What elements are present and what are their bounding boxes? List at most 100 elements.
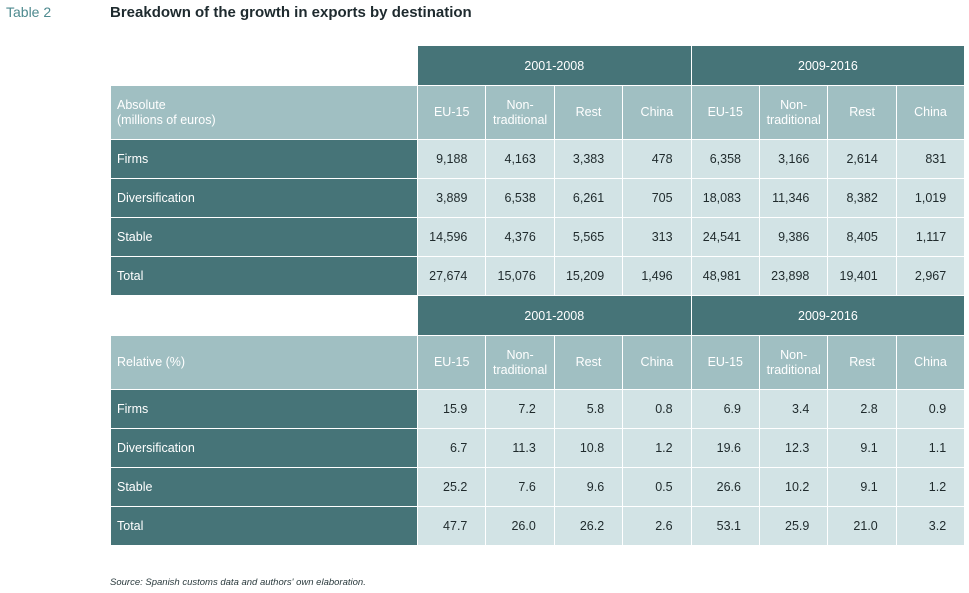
column-header: Rest bbox=[827, 335, 897, 390]
table-cell: 0.5 bbox=[622, 467, 692, 507]
column-header-line: Non- bbox=[506, 97, 534, 112]
row-header-line: Absolute bbox=[117, 97, 166, 112]
table-cell: 15.9 bbox=[416, 389, 487, 429]
column-header-line: traditional bbox=[492, 362, 548, 377]
period-header-row: 2001-2008 2009-2016 bbox=[110, 45, 966, 86]
table-cell: 2,614 bbox=[827, 139, 897, 179]
period-header-row: 2001-2008 2009-2016 bbox=[110, 295, 966, 336]
table-cell: 478 bbox=[622, 139, 692, 179]
table-cell: 53.1 bbox=[690, 506, 760, 546]
table-cell: 9,188 bbox=[416, 139, 487, 179]
row-label: Firms bbox=[110, 139, 418, 179]
column-header-line: China bbox=[640, 105, 674, 119]
row-label: Stable bbox=[110, 467, 418, 507]
table-cell: 831 bbox=[895, 139, 966, 179]
table-row: Stable 14,596 4,376 5,565 313 24,541 9,386 8,40… bbox=[110, 217, 966, 257]
column-header-line: EU-15 bbox=[433, 105, 470, 119]
blank-corner-cell bbox=[110, 45, 418, 86]
table-cell: 3.4 bbox=[758, 389, 829, 429]
table-cell: 1.1 bbox=[895, 428, 966, 468]
period-header: 2001-2008 bbox=[417, 295, 692, 336]
period-header: 2009-2016 bbox=[690, 45, 966, 86]
table-row: Diversification 3,889 6,538 6,261 705 18,083 1… bbox=[110, 178, 966, 218]
column-header-row: Relative (%) EU-15 Non-traditional Rest Chin… bbox=[110, 335, 966, 390]
table-cell: 0.9 bbox=[895, 389, 966, 429]
table-cell: 10.8 bbox=[553, 428, 624, 468]
table-cell: 26.6 bbox=[690, 467, 760, 507]
row-header-line: (millions of euros) bbox=[117, 112, 216, 127]
table-cell: 4,163 bbox=[485, 139, 555, 179]
row-label: Stable bbox=[110, 217, 418, 257]
table-cell: 11,346 bbox=[758, 178, 829, 218]
column-header-row: Absolute (millions of euros) EU-15 Non-trad… bbox=[110, 85, 966, 140]
table-cell: 2,967 bbox=[895, 256, 966, 296]
column-header-line: traditional bbox=[766, 362, 821, 377]
table-cell: 7.6 bbox=[485, 467, 555, 507]
table-cell: 23,898 bbox=[758, 256, 829, 296]
table-row: Diversification 6.7 11.3 10.8 1.2 19.6 12.3 9.1… bbox=[110, 428, 966, 468]
column-header-line: Non- bbox=[506, 347, 534, 362]
table-cell: 9.1 bbox=[827, 467, 897, 507]
column-header: EU-15 bbox=[416, 85, 487, 140]
table-cell: 14,596 bbox=[416, 217, 487, 257]
column-header: EU-15 bbox=[690, 85, 760, 140]
table-cell: 6,261 bbox=[553, 178, 624, 218]
column-header: China bbox=[895, 335, 966, 390]
table-row: Stable 25.2 7.6 9.6 0.5 26.6 10.2 9.1 1.2 bbox=[110, 467, 966, 507]
table-cell: 1,117 bbox=[895, 217, 966, 257]
table-cell: 2.8 bbox=[827, 389, 897, 429]
table-cell: 3,889 bbox=[416, 178, 487, 218]
column-header-line: Rest bbox=[849, 105, 875, 119]
source-note: Source: Spanish customs data and authors… bbox=[110, 577, 366, 588]
table-cell: 10.2 bbox=[758, 467, 829, 507]
table-cell: 6.7 bbox=[416, 428, 487, 468]
table-cell: 6.9 bbox=[690, 389, 760, 429]
table-cell: 48,981 bbox=[690, 256, 760, 296]
row-label: Diversification bbox=[110, 428, 418, 468]
table-cell: 7.2 bbox=[485, 389, 555, 429]
table-cell: 25.2 bbox=[416, 467, 487, 507]
table-cell: 313 bbox=[622, 217, 692, 257]
table-cell: 15,076 bbox=[485, 256, 555, 296]
table-row: Firms 9,188 4,163 3,383 478 6,358 3,166 2,614 83… bbox=[110, 139, 966, 179]
column-header-line: China bbox=[914, 105, 947, 119]
table-row: Total 27,674 15,076 15,209 1,496 48,981 23,898… bbox=[110, 256, 966, 296]
column-header: Rest bbox=[553, 85, 624, 140]
column-header: EU-15 bbox=[690, 335, 760, 390]
table-cell: 6,538 bbox=[485, 178, 555, 218]
table-cell: 5.8 bbox=[553, 389, 624, 429]
column-header: China bbox=[622, 85, 692, 140]
blank-corner-cell bbox=[110, 295, 418, 336]
table-title: Breakdown of the growth in exports by de… bbox=[110, 4, 472, 21]
exports-breakdown-table: 2001-2008 2009-2016 Absolute (millions of e… bbox=[110, 45, 966, 546]
row-label: Firms bbox=[110, 389, 418, 429]
column-header: China bbox=[895, 85, 966, 140]
row-header-label: Absolute (millions of euros) bbox=[110, 85, 418, 140]
column-header-line: Rest bbox=[575, 355, 602, 369]
period-header: 2001-2008 bbox=[417, 45, 692, 86]
column-header-line: traditional bbox=[766, 112, 821, 127]
column-header: Non-traditional bbox=[758, 335, 829, 390]
column-header: EU-15 bbox=[416, 335, 487, 390]
table-cell: 3.2 bbox=[895, 506, 966, 546]
table-row: Firms 15.9 7.2 5.8 0.8 6.9 3.4 2.8 0.9 bbox=[110, 389, 966, 429]
table-cell: 25.9 bbox=[758, 506, 829, 546]
table-cell: 11.3 bbox=[485, 428, 555, 468]
column-header-line: EU-15 bbox=[433, 355, 470, 369]
table-number-label: Table 2 bbox=[6, 4, 52, 20]
table-cell: 1.2 bbox=[895, 467, 966, 507]
table-cell: 1,019 bbox=[895, 178, 966, 218]
row-label: Total bbox=[110, 256, 418, 296]
table-cell: 9.6 bbox=[553, 467, 624, 507]
row-header-line: Relative (%) bbox=[117, 355, 186, 369]
table-row: Total 47.7 26.0 26.2 2.6 53.1 25.9 21.0 3.2 bbox=[110, 506, 966, 546]
table-cell: 2.6 bbox=[622, 506, 692, 546]
table-cell: 9,386 bbox=[758, 217, 829, 257]
table-cell: 12.3 bbox=[758, 428, 829, 468]
table-cell: 1.2 bbox=[622, 428, 692, 468]
column-header-line: EU-15 bbox=[707, 105, 743, 119]
table-cell: 4,376 bbox=[485, 217, 555, 257]
table-body: 2001-2008 2009-2016 Absolute (millions of e… bbox=[110, 45, 966, 546]
table-cell: 8,382 bbox=[827, 178, 897, 218]
column-header-line: Non- bbox=[780, 347, 808, 362]
